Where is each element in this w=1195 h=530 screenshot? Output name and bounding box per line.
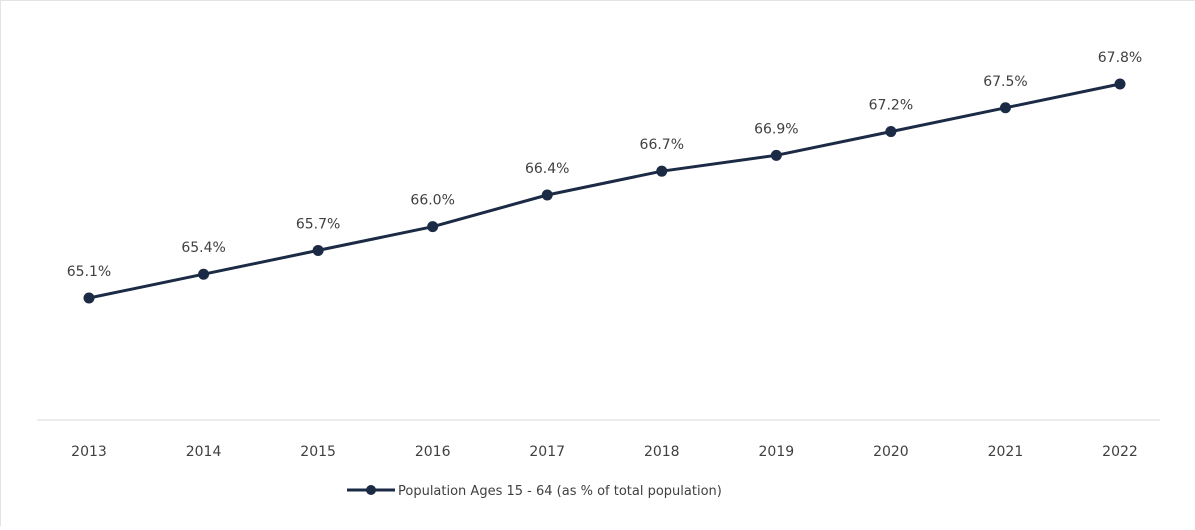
data-point-2015 (312, 244, 324, 256)
x-tick-labels-group: 2013 2014 2015 2016 2017 2018 2019 2020 2021 2022 (71, 444, 1138, 460)
x-tick-label-2022: 2022 (1102, 444, 1138, 460)
data-label-2013: 65.1% (67, 264, 111, 280)
data-point-2018 (656, 165, 668, 177)
frame-top-border (0, 0, 1195, 1)
data-point-2017 (541, 189, 553, 201)
data-label-2021: 67.5% (983, 74, 1027, 90)
legend: Population Ages 15 - 64 (as % of total p… (347, 484, 722, 499)
series-group (83, 78, 1126, 304)
legend-label: Population Ages 15 - 64 (as % of total p… (398, 484, 722, 499)
data-label-2018: 66.7% (640, 137, 684, 153)
data-point-2016 (427, 221, 439, 233)
data-point-2022 (1114, 78, 1126, 90)
data-label-2015: 65.7% (296, 216, 340, 232)
series-line (88, 82, 1121, 300)
x-tick-label-2019: 2019 (759, 444, 795, 460)
data-labels-group: 65.1% 65.4% 65.7% 66.0% 66.4% 66.7% 66.9% 67.2%… (67, 50, 1142, 280)
data-point-2021 (999, 102, 1011, 114)
legend-marker-swatch (366, 485, 376, 495)
data-point-2020 (885, 126, 897, 138)
data-point-2014 (198, 268, 210, 280)
data-label-2014: 65.4% (181, 240, 225, 256)
data-label-2017: 66.4% (525, 161, 569, 177)
frame-left-border (0, 0, 1, 526)
x-tick-label-2016: 2016 (415, 444, 451, 460)
x-tick-label-2014: 2014 (186, 444, 222, 460)
x-tick-label-2017: 2017 (529, 444, 565, 460)
data-label-2022: 67.8% (1098, 50, 1142, 66)
x-tick-label-2021: 2021 (988, 444, 1024, 460)
data-label-2020: 67.2% (869, 98, 913, 114)
x-tick-label-2015: 2015 (300, 444, 336, 460)
x-tick-label-2020: 2020 (873, 444, 909, 460)
x-tick-label-2013: 2013 (71, 444, 107, 460)
data-label-2016: 66.0% (410, 193, 454, 209)
data-point-2013 (83, 292, 95, 304)
x-tick-label-2018: 2018 (644, 444, 680, 460)
data-label-2019: 66.9% (754, 121, 798, 137)
data-point-2019 (770, 149, 782, 161)
